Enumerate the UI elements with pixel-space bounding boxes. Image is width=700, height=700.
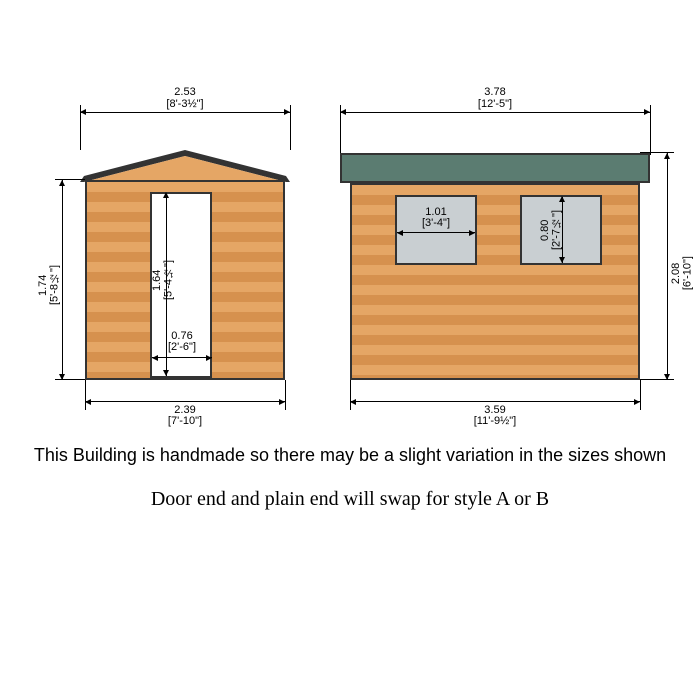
door-width-label: 0.76 [2'-6"] [142,331,222,354]
elevation-views: 2.53 [8'-3½"] 1.64 [5'-4½"] [0,90,700,420]
window-width-label: 1.01 [3'-4"] [390,207,482,230]
style-note: Door end and plain end will swap for sty… [0,488,700,511]
variation-note: This Building is handmade so there may b… [0,445,700,466]
wall-height-label: 1.74 [5'-8½"] [38,265,61,305]
side-wall-width-label: 3.59 [11'-9½"] [350,405,640,428]
roof-width-label: 2.53 [8'-3½"] [80,87,290,110]
shed-dimension-diagram: 2.53 [8'-3½"] 1.64 [5'-4½"] [0,0,700,700]
overall-height-label: 2.08 [6'-10"] [671,256,694,290]
gable-roof [80,150,290,182]
side-elevation: 3.78 [12'-5"] 1.01 [3'-4"] 0.80 [2'-7 [340,90,670,420]
side-roof-width-label: 3.78 [12'-5"] [340,87,650,110]
wall-width-label: 2.39 [7'-10"] [85,405,285,428]
window-height-label: 0.80 [2'-7½"] [540,210,563,250]
door-height-label: 1.64 [5'-4½"] [152,260,175,300]
front-elevation: 2.53 [8'-3½"] 1.64 [5'-4½"] [70,90,300,420]
side-roof [340,153,650,183]
